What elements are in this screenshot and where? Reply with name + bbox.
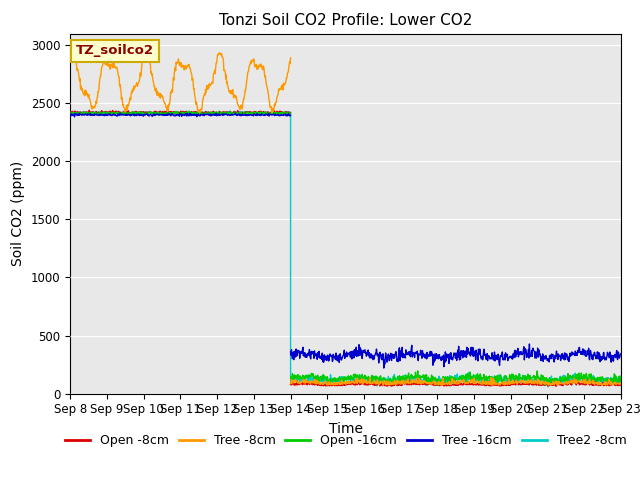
Title: Tonzi Soil CO2 Profile: Lower CO2: Tonzi Soil CO2 Profile: Lower CO2 bbox=[219, 13, 472, 28]
X-axis label: Time: Time bbox=[328, 422, 363, 436]
Y-axis label: Soil CO2 (ppm): Soil CO2 (ppm) bbox=[12, 161, 26, 266]
Text: TZ_soilco2: TZ_soilco2 bbox=[76, 44, 154, 58]
Legend: Open -8cm, Tree -8cm, Open -16cm, Tree -16cm, Tree2 -8cm: Open -8cm, Tree -8cm, Open -16cm, Tree -… bbox=[60, 429, 632, 452]
